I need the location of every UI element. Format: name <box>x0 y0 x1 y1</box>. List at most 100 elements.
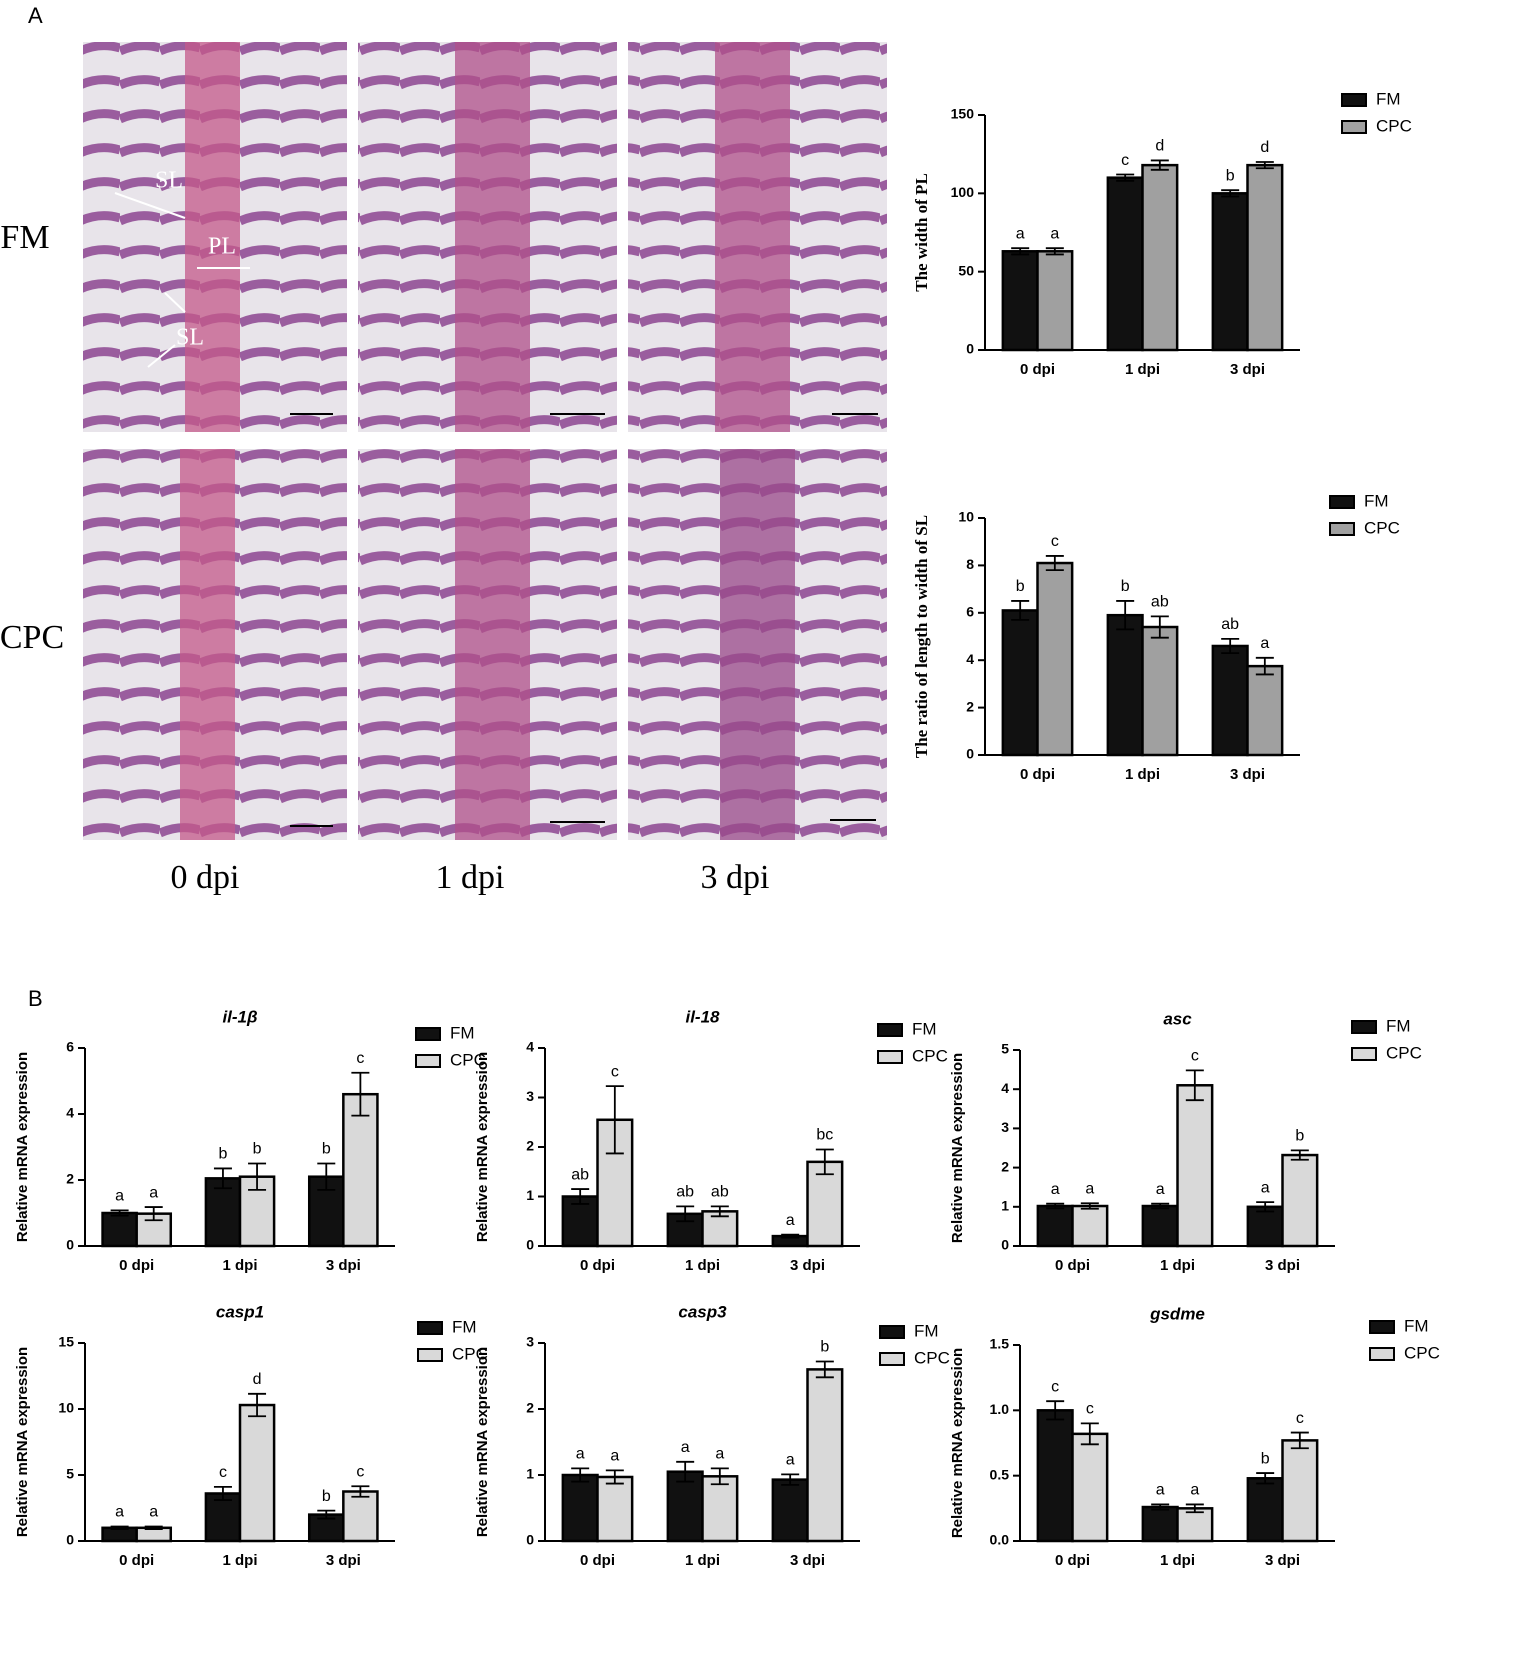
error-bar <box>710 1205 729 1218</box>
y-tick-label: 2 <box>526 1138 534 1154</box>
legend-label: CPC <box>1376 116 1412 135</box>
bar-chart: il-18 Relative mRNA expression 0 1 2 3 4 0 dpi a… <box>474 1007 948 1273</box>
chart-title: casp3 <box>678 1302 727 1321</box>
x-tick-label: 0 dpi <box>1020 361 1055 378</box>
bar <box>1246 163 1284 352</box>
bar <box>1141 625 1179 757</box>
error-bar <box>710 1467 729 1486</box>
legend-label: FM <box>914 1321 939 1340</box>
x-tick-label: 3 dpi <box>1265 1552 1300 1569</box>
y-tick-label: 0 <box>526 1532 534 1548</box>
y-tick-label: 10 <box>58 1400 74 1416</box>
bar <box>238 1403 276 1543</box>
col-label: 1 dpi <box>436 859 505 896</box>
significance-letter: c <box>1051 533 1059 550</box>
y-tick-label: 0.5 <box>990 1466 1010 1482</box>
panel-label: A <box>28 3 43 28</box>
significance-letter: b <box>322 1141 331 1158</box>
error-bar <box>1185 1503 1204 1514</box>
bar <box>1246 1205 1284 1248</box>
y-axis-label: Relative mRNA expression <box>949 1348 966 1538</box>
significance-letter: b <box>322 1488 331 1505</box>
bar <box>806 1368 844 1543</box>
significance-letter: a <box>1051 1181 1060 1198</box>
significance-letter: a <box>1190 1482 1199 1499</box>
error-bar <box>1045 555 1064 572</box>
error-bar <box>676 1205 695 1223</box>
error-bar <box>781 1233 800 1239</box>
chart-title: casp1 <box>216 1302 264 1321</box>
error-bar <box>110 1209 129 1217</box>
bar <box>596 1475 634 1543</box>
col-label: 3 dpi <box>701 859 770 896</box>
significance-letter: b <box>1295 1128 1304 1145</box>
significance-letter: a <box>1156 1181 1165 1198</box>
significance-letter: c <box>219 1464 227 1481</box>
y-tick-label: 5 <box>66 1466 74 1482</box>
error-bar <box>1045 247 1064 256</box>
error-bar <box>605 1469 624 1485</box>
error-bar <box>1011 247 1030 256</box>
filament <box>180 449 235 840</box>
legend-label: FM <box>1386 1016 1411 1035</box>
bar <box>1176 1084 1214 1248</box>
legend-swatch <box>877 1050 903 1064</box>
arrow <box>147 344 176 368</box>
y-tick-label: 6 <box>966 604 974 620</box>
x-tick-label: 0 dpi <box>580 1257 615 1274</box>
error-bar <box>144 1206 163 1222</box>
legend-swatch <box>417 1321 443 1335</box>
x-tick-label: 3 dpi <box>790 1257 825 1274</box>
significance-letter: a <box>786 1452 795 1469</box>
y-tick-label: 4 <box>526 1039 534 1055</box>
x-tick-label: 0 dpi <box>1020 766 1055 783</box>
x-tick-label: 3 dpi <box>326 1257 361 1274</box>
y-tick-label: 3 <box>1001 1119 1009 1135</box>
error-bar <box>1185 1069 1204 1102</box>
error-bar <box>571 1188 590 1205</box>
error-bar <box>213 1167 232 1190</box>
y-tick-label: 5 <box>1001 1041 1009 1057</box>
bar <box>1001 609 1039 757</box>
significance-letter: ab <box>1151 594 1169 611</box>
y-tick-label: 0 <box>966 746 974 762</box>
y-axis-label: The ratio of length to width of SL <box>912 515 931 758</box>
significance-letter: b <box>1016 578 1025 595</box>
bar <box>1281 1153 1319 1248</box>
legend-label: CPC <box>1386 1043 1422 1062</box>
error-bar <box>571 1467 590 1483</box>
significance-letter: a <box>576 1446 585 1463</box>
chart-title: il-18 <box>685 1007 720 1026</box>
y-tick-label: 1 <box>526 1466 534 1482</box>
arrow <box>164 292 186 313</box>
error-bar <box>676 1460 695 1483</box>
y-tick-label: 0.0 <box>990 1532 1010 1548</box>
y-tick-label: 4 <box>1001 1080 1009 1096</box>
x-tick-label: 1 dpi <box>1125 361 1160 378</box>
x-tick-label: 1 dpi <box>1160 1257 1195 1274</box>
bar-chart: il-1β Relative mRNA expression 0 2 4 6 0 dpi a a… <box>14 1007 486 1273</box>
filament <box>185 42 240 432</box>
y-tick-label: 4 <box>966 651 974 667</box>
significance-letter: d <box>1155 138 1164 155</box>
x-tick-label: 3 dpi <box>326 1552 361 1569</box>
legend-label: CPC <box>914 1348 950 1367</box>
x-tick-label: 0 dpi <box>1055 1552 1090 1569</box>
legend-label: CPC <box>1404 1343 1440 1362</box>
y-tick-label: 6 <box>66 1039 74 1055</box>
bar <box>1141 1204 1179 1248</box>
row-label: CPC <box>0 619 64 656</box>
significance-letter: a <box>1050 225 1059 242</box>
bar <box>1071 1432 1109 1543</box>
significance-letter: ab <box>676 1184 694 1201</box>
legend-swatch <box>1341 120 1367 134</box>
legend-label: CPC <box>450 1050 486 1069</box>
filament <box>455 449 530 840</box>
significance-letter: d <box>1260 139 1269 156</box>
annotation-line <box>114 192 186 219</box>
y-tick-label: 2 <box>966 698 974 714</box>
annotation: PL <box>208 234 236 260</box>
x-tick-label: 3 dpi <box>790 1552 825 1569</box>
error-bar <box>1151 1202 1170 1210</box>
x-tick-label: 0 dpi <box>580 1552 615 1569</box>
